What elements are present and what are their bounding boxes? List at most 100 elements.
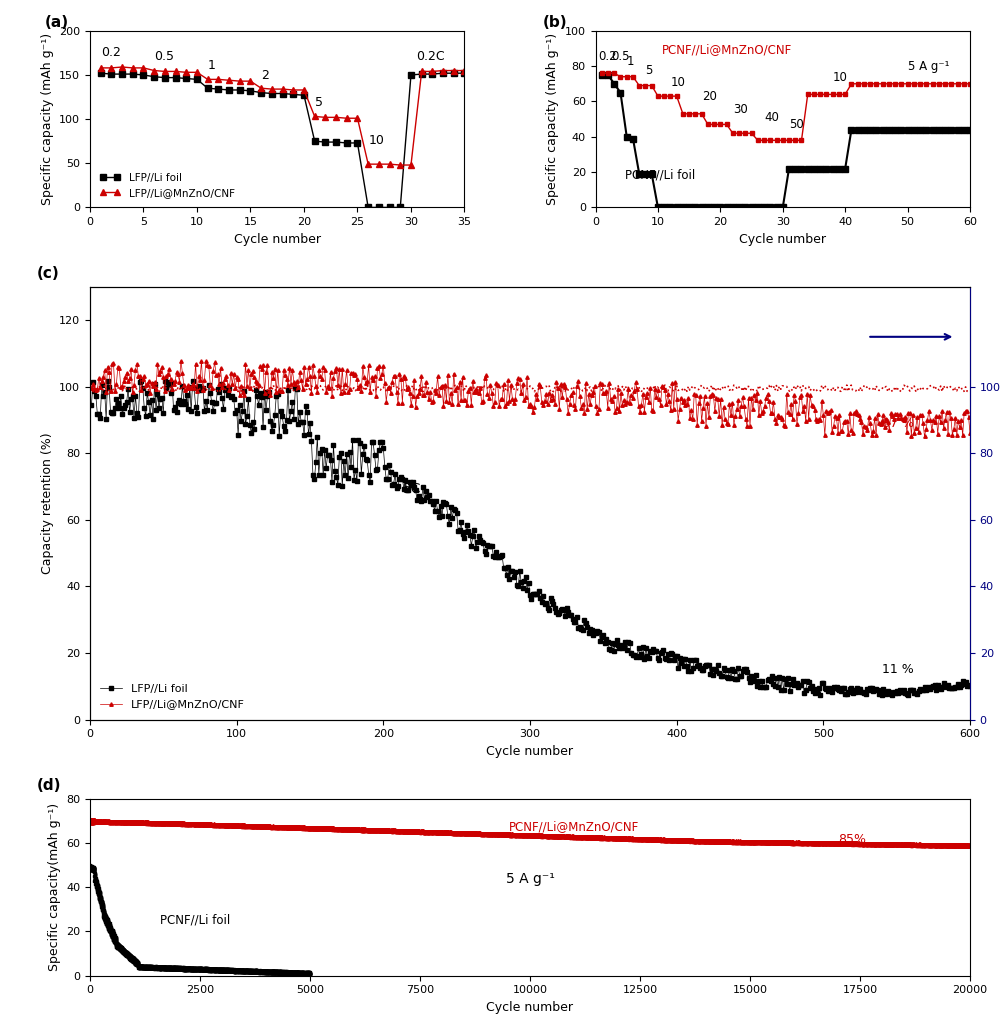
LFP//Li@MnZnO/CNF <box>362 158 374 170</box>
LFP//Li@MnZnO/CNF <box>116 61 128 73</box>
PCNF//Li@MnZnO/CNF <box>500 829 512 841</box>
Text: 0.5: 0.5 <box>611 49 630 63</box>
LFP//Li@MnZnO/CNF <box>277 83 289 96</box>
Text: 5C: 5C <box>403 483 422 496</box>
Text: 0.5: 0.5 <box>154 50 174 64</box>
X-axis label: Cycle number: Cycle number <box>739 233 826 245</box>
LFP//Li foil <box>458 67 470 79</box>
Text: 1: 1 <box>627 54 634 68</box>
LFP//Li@MnZnO/CNF <box>309 110 321 122</box>
PCNF//Li foil <box>833 162 845 175</box>
LFP//Li foil <box>95 67 107 79</box>
LFP//Li foil <box>416 68 428 80</box>
Y-axis label: Specific capacity (mAh g⁻¹): Specific capacity (mAh g⁻¹) <box>41 33 54 205</box>
Text: 5: 5 <box>315 96 323 109</box>
LFP//Li@MnZnO/CNF <box>964 427 976 440</box>
LFP//Li foil <box>287 88 299 101</box>
Line: LFP//Li@MnZnO/CNF: LFP//Li@MnZnO/CNF <box>97 64 468 168</box>
LFP//Li foil <box>180 72 192 84</box>
Text: 0.2: 0.2 <box>599 49 617 63</box>
LFP//Li@MnZnO/CNF <box>244 75 256 87</box>
LFP//Li foil <box>426 68 438 80</box>
Text: 5: 5 <box>645 64 653 77</box>
PCNF//Li foil <box>216 964 228 977</box>
LFP//Li@MnZnO/CNF <box>95 62 107 74</box>
PCNF//Li foil <box>596 69 608 81</box>
Text: (d): (d) <box>37 778 62 793</box>
LFP//Li@MnZnO/CNF <box>341 112 353 124</box>
LFP//Li@MnZnO/CNF <box>426 66 438 78</box>
Text: (c): (c) <box>37 266 60 281</box>
LFP//Li@MnZnO/CNF <box>223 74 235 86</box>
LFP//Li foil <box>127 68 139 80</box>
Text: 5 A g⁻¹: 5 A g⁻¹ <box>908 61 949 73</box>
LFP//Li@MnZnO/CNF <box>394 159 406 172</box>
Text: (b): (b) <box>543 15 568 30</box>
LFP//Li@MnZnO/CNF <box>748 389 760 402</box>
Y-axis label: Specific capacity (mAh g⁻¹): Specific capacity (mAh g⁻¹) <box>546 33 559 205</box>
LFP//Li foil <box>309 135 321 147</box>
LFP//Li foil <box>85 398 97 411</box>
Text: 11 %: 11 % <box>882 663 914 676</box>
LFP//Li foil <box>148 71 160 83</box>
PCNF//Li foil <box>168 963 180 976</box>
Text: 87 %: 87 % <box>882 417 914 429</box>
PCNF//Li@MnZnO/CNF <box>721 118 733 130</box>
LFP//Li foil <box>212 83 224 96</box>
LFP//Li@MnZnO/CNF <box>674 403 686 415</box>
PCNF//Li@MnZnO/CNF <box>85 812 97 825</box>
PCNF//Li@MnZnO/CNF <box>616 832 628 844</box>
Text: 85%: 85% <box>838 833 866 846</box>
LFP//Li foil <box>277 87 289 100</box>
LFP//Li foil <box>384 201 396 214</box>
LFP//Li@MnZnO/CNF <box>605 393 617 406</box>
LFP//Li foil <box>191 73 203 85</box>
Text: (a): (a) <box>45 15 69 30</box>
LFP//Li foil <box>748 675 760 687</box>
LFP//Li foil <box>244 84 256 97</box>
LFP//Li foil <box>313 468 325 481</box>
Text: 50: 50 <box>789 118 804 131</box>
LFP//Li@MnZnO/CNF <box>319 111 331 123</box>
PCNF//Li@MnZnO/CNF <box>658 90 670 103</box>
Text: 2: 2 <box>261 69 269 82</box>
LFP//Li@MnZnO/CNF <box>127 62 139 74</box>
PCNF//Li foil <box>964 123 976 136</box>
LFP//Li@MnZnO/CNF <box>85 382 97 394</box>
PCNF//Li foil <box>265 966 277 979</box>
PCNF//Li@MnZnO/CNF <box>84 816 96 829</box>
LFP//Li foil <box>266 87 278 100</box>
LFP//Li@MnZnO/CNF <box>170 66 182 78</box>
Line: LFP//Li@MnZnO/CNF: LFP//Li@MnZnO/CNF <box>90 358 972 439</box>
PCNF//Li@MnZnO/CNF <box>702 118 714 130</box>
Y-axis label: Capacity retention (%): Capacity retention (%) <box>41 432 54 574</box>
LFP//Li foil <box>159 72 171 84</box>
Line: PCNF//Li@MnZnO/CNF: PCNF//Li@MnZnO/CNF <box>89 817 971 847</box>
Line: LFP//Li foil: LFP//Li foil <box>98 71 467 211</box>
LFP//Li@MnZnO/CNF <box>266 83 278 96</box>
LFP//Li foil <box>105 68 117 80</box>
Text: 10: 10 <box>670 76 685 89</box>
PCNF//Li@MnZnO/CNF <box>596 67 608 79</box>
LFP//Li@MnZnO/CNF <box>405 159 417 172</box>
LFP//Li foil <box>964 680 976 692</box>
Text: PCNF//Li foil: PCNF//Li foil <box>160 914 231 926</box>
LFP//Li foil <box>484 540 496 553</box>
LFP//Li@MnZnO/CNF <box>373 158 385 170</box>
X-axis label: Cycle number: Cycle number <box>486 1001 574 1014</box>
LFP//Li foil <box>394 201 406 214</box>
Line: LFP//Li foil: LFP//Li foil <box>90 379 972 697</box>
LFP//Li@MnZnO/CNF <box>448 65 460 77</box>
LFP//Li@MnZnO/CNF <box>105 62 117 74</box>
LFP//Li foil <box>234 84 246 97</box>
LFP//Li foil <box>351 137 363 149</box>
LFP//Li@MnZnO/CNF <box>180 66 192 78</box>
Text: 20: 20 <box>702 90 717 104</box>
LFP//Li foil <box>319 136 331 148</box>
PCNF//Li foil <box>84 860 96 872</box>
PCNF//Li foil <box>708 201 720 214</box>
LFP//Li@MnZnO/CNF <box>384 158 396 170</box>
X-axis label: Cycle number: Cycle number <box>234 233 321 245</box>
PCNF//Li@MnZnO/CNF <box>752 135 764 147</box>
LFP//Li@MnZnO/CNF <box>159 66 171 78</box>
